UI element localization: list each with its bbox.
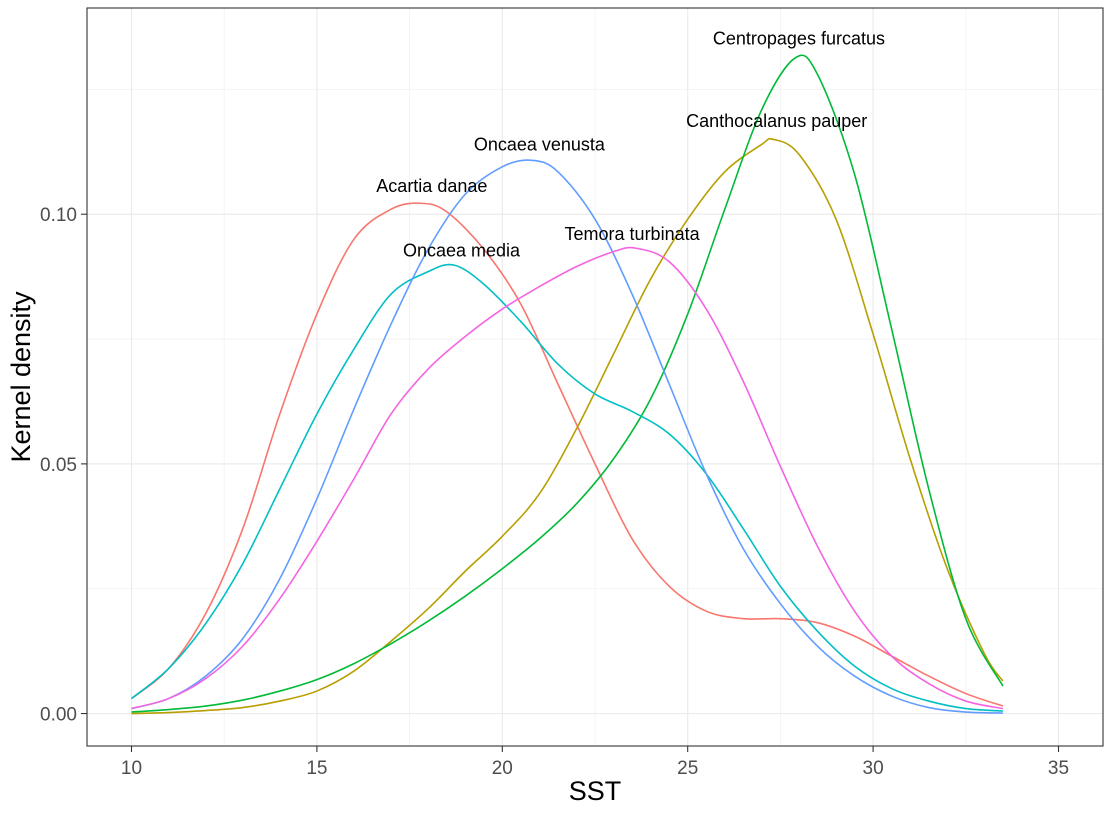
density-line-centropages-furcatus [131, 54, 1004, 713]
density-line-acartia-danae [130, 202, 1004, 707]
series-labels: Acartia danae Canthocalanus pauper Centrop… [376, 28, 885, 260]
series-label-canthocalanus-pauper: Canthocalanus pauper [686, 111, 867, 131]
density-line-canthocalanus-pauper [131, 137, 1004, 715]
density-line-oncaea-media [130, 263, 1003, 712]
series-label-acartia-danae: Acartia danae [376, 176, 487, 196]
y-tick-label: 0.10 [40, 205, 77, 226]
x-tick-label: 35 [1048, 758, 1069, 779]
panel-border [86, 7, 1104, 747]
y-axis-title: Kernel density [6, 291, 36, 463]
major-grid [87, 8, 1103, 746]
minor-grid [87, 8, 1103, 746]
series-label-oncaea-venusta: Oncaea venusta [474, 134, 606, 154]
density-series [130, 54, 1004, 715]
series-label-centropages-furcatus: Centropages furcatus [713, 28, 885, 48]
y-axis: 0.00 0.05 0.10 [40, 205, 87, 726]
x-axis: 10 15 20 25 30 35 [121, 746, 1069, 779]
y-tick-label: 0.00 [40, 705, 77, 726]
x-tick-label: 15 [306, 758, 327, 779]
x-tick-label: 25 [677, 758, 698, 779]
x-tick-label: 30 [863, 758, 884, 779]
y-tick-label: 0.05 [40, 455, 77, 476]
series-label-oncaea-media: Oncaea media [403, 241, 521, 261]
x-tick-label: 20 [492, 758, 513, 779]
series-label-temora-turbinata: Temora turbinata [565, 224, 701, 244]
x-tick-label: 10 [121, 758, 142, 779]
x-axis-title: SST [569, 776, 622, 806]
density-line-temora-turbinata [131, 246, 1004, 710]
density-line-oncaea-venusta [131, 159, 1003, 714]
